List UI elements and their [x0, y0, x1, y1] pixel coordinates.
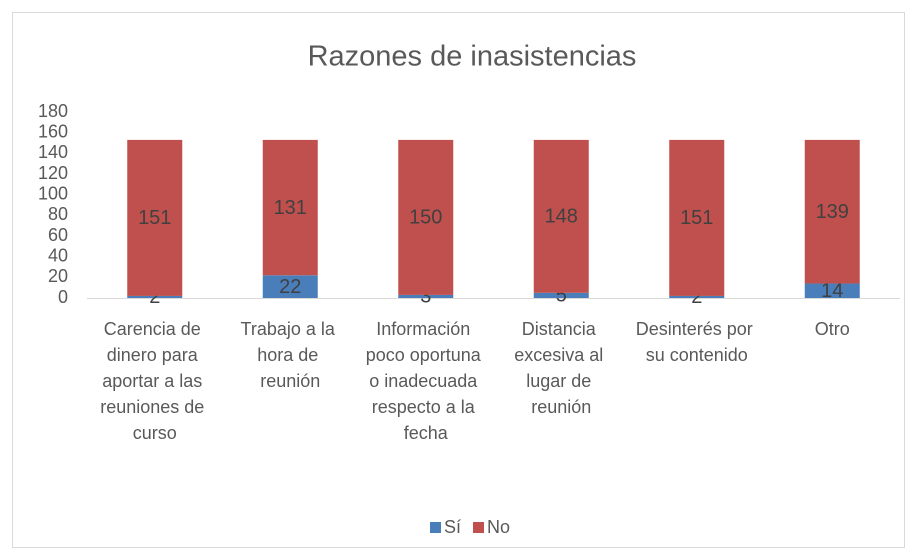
- y-tick-label: 20: [48, 266, 68, 286]
- x-tick-label: Desinterés por su contenido: [636, 319, 758, 365]
- x-tick-label: Trabajo a la hora de reunión: [241, 319, 340, 391]
- bar-segment: [804, 283, 860, 298]
- bar-segment: [533, 292, 589, 298]
- data-label: 150: [409, 207, 442, 229]
- data-label: 5: [556, 285, 567, 307]
- y-tick-label: 140: [38, 142, 68, 162]
- bar-segment: [669, 295, 725, 298]
- y-tick-label: 60: [48, 225, 68, 245]
- legend-label: Sí: [444, 517, 461, 537]
- chart-title: Razones de inasistencias: [308, 41, 637, 73]
- data-label: 2: [691, 286, 702, 308]
- bar-segment: [669, 139, 725, 296]
- bar-segment: [533, 139, 589, 293]
- data-label: 151: [138, 207, 171, 229]
- bar-segment: [127, 295, 183, 298]
- data-label: 148: [545, 206, 578, 228]
- y-tick-label: 80: [48, 204, 68, 224]
- bar-segment: [262, 275, 318, 298]
- legend-label: No: [487, 517, 510, 537]
- bar-segment: [127, 139, 183, 296]
- y-tick-label: 160: [38, 121, 68, 141]
- data-label: 131: [274, 197, 307, 219]
- y-tick-label: 40: [48, 245, 68, 265]
- legend-swatch: [430, 522, 441, 533]
- bar-segment: [398, 294, 454, 298]
- data-label: 151: [680, 207, 713, 229]
- data-label: 139: [816, 201, 849, 223]
- data-label: 3: [420, 286, 431, 308]
- x-tick-label: Distancia excesiva al lugar de reunión: [514, 319, 608, 417]
- bar-segment: [804, 139, 860, 284]
- y-tick-label: 0: [58, 287, 68, 307]
- x-tick-label: Otro: [815, 319, 850, 339]
- data-label: 22: [279, 276, 301, 298]
- legend-swatch: [473, 522, 485, 533]
- bar-segment: [262, 139, 318, 276]
- x-tick-label: Carencia de dinero para aportar a las re…: [100, 319, 209, 443]
- y-tick-label: 120: [38, 163, 68, 183]
- bar-segment: [398, 139, 454, 295]
- x-tick-label: Información poco oportuna o inadecuada r…: [366, 319, 486, 443]
- data-label: 14: [821, 280, 843, 302]
- data-label: 2: [149, 286, 160, 308]
- y-tick-label: 100: [38, 183, 68, 203]
- y-tick-label: 180: [38, 101, 68, 121]
